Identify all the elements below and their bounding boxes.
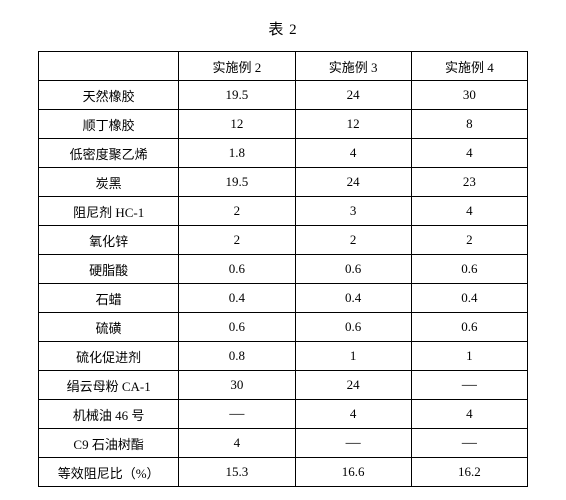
- row-label-cell: 阻尼剂 HC-1: [39, 197, 179, 226]
- table-row: 低密度聚乙烯1.844: [39, 139, 528, 168]
- data-cell: 0.6: [411, 313, 527, 342]
- data-cell: 2: [295, 226, 411, 255]
- data-cell: 2: [179, 197, 295, 226]
- data-cell: 0.6: [411, 255, 527, 284]
- table-row: 石蜡0.40.40.4: [39, 284, 528, 313]
- table-header-row: 实施例 2 实施例 3 实施例 4: [39, 52, 528, 81]
- row-label-cell: 顺丁橡胶: [39, 110, 179, 139]
- data-cell: 1: [411, 342, 527, 371]
- row-label-cell: 机械油 46 号: [39, 400, 179, 429]
- data-cell: 1: [295, 342, 411, 371]
- table-row: 天然橡胶19.52430: [39, 81, 528, 110]
- header-cell: 实施例 2: [179, 52, 295, 81]
- data-table: 实施例 2 实施例 3 实施例 4 天然橡胶19.52430顺丁橡胶12128低…: [38, 51, 528, 487]
- data-cell: 12: [295, 110, 411, 139]
- header-cell: 实施例 4: [411, 52, 527, 81]
- table-row: 机械油 46 号—44: [39, 400, 528, 429]
- table-row: 顺丁橡胶12128: [39, 110, 528, 139]
- row-label-cell: 硫化促进剂: [39, 342, 179, 371]
- data-cell: 16.6: [295, 458, 411, 487]
- table-body: 天然橡胶19.52430顺丁橡胶12128低密度聚乙烯1.844炭黑19.524…: [39, 81, 528, 487]
- data-cell: 0.6: [179, 313, 295, 342]
- header-cell: 实施例 3: [295, 52, 411, 81]
- data-cell: —: [411, 371, 527, 400]
- row-label-cell: 绢云母粉 CA-1: [39, 371, 179, 400]
- data-cell: —: [179, 400, 295, 429]
- data-cell: 3: [295, 197, 411, 226]
- data-cell: 4: [411, 197, 527, 226]
- data-cell: —: [295, 429, 411, 458]
- row-label-cell: C9 石油树酯: [39, 429, 179, 458]
- data-cell: 19.5: [179, 81, 295, 110]
- data-cell: 0.8: [179, 342, 295, 371]
- data-cell: 24: [295, 168, 411, 197]
- data-cell: 1.8: [179, 139, 295, 168]
- row-label-cell: 低密度聚乙烯: [39, 139, 179, 168]
- table-row: 绢云母粉 CA-13024—: [39, 371, 528, 400]
- row-label-cell: 等效阻尼比（%）: [39, 458, 179, 487]
- data-cell: 8: [411, 110, 527, 139]
- row-label-cell: 炭黑: [39, 168, 179, 197]
- row-label-cell: 天然橡胶: [39, 81, 179, 110]
- data-cell: 30: [411, 81, 527, 110]
- table-row: 等效阻尼比（%）15.316.616.2: [39, 458, 528, 487]
- row-label-cell: 硬脂酸: [39, 255, 179, 284]
- table-row: 硬脂酸0.60.60.6: [39, 255, 528, 284]
- data-cell: 4: [179, 429, 295, 458]
- data-cell: 4: [411, 400, 527, 429]
- header-cell: [39, 52, 179, 81]
- data-cell: —: [411, 429, 527, 458]
- table-caption: 表 2: [268, 18, 297, 39]
- row-label-cell: 石蜡: [39, 284, 179, 313]
- data-cell: 16.2: [411, 458, 527, 487]
- data-cell: 19.5: [179, 168, 295, 197]
- data-cell: 15.3: [179, 458, 295, 487]
- data-cell: 0.6: [179, 255, 295, 284]
- row-label-cell: 硫磺: [39, 313, 179, 342]
- data-cell: 4: [411, 139, 527, 168]
- data-cell: 0.6: [295, 313, 411, 342]
- data-cell: 0.6: [295, 255, 411, 284]
- data-cell: 23: [411, 168, 527, 197]
- table-row: 硫磺0.60.60.6: [39, 313, 528, 342]
- data-cell: 24: [295, 81, 411, 110]
- data-cell: 2: [179, 226, 295, 255]
- data-cell: 0.4: [179, 284, 295, 313]
- data-cell: 0.4: [411, 284, 527, 313]
- data-cell: 4: [295, 400, 411, 429]
- table-row: 氧化锌222: [39, 226, 528, 255]
- table-row: C9 石油树酯4——: [39, 429, 528, 458]
- row-label-cell: 氧化锌: [39, 226, 179, 255]
- data-cell: 24: [295, 371, 411, 400]
- data-cell: 4: [295, 139, 411, 168]
- table-row: 阻尼剂 HC-1234: [39, 197, 528, 226]
- table-row: 硫化促进剂0.811: [39, 342, 528, 371]
- data-cell: 2: [411, 226, 527, 255]
- data-cell: 12: [179, 110, 295, 139]
- data-cell: 30: [179, 371, 295, 400]
- data-cell: 0.4: [295, 284, 411, 313]
- table-row: 炭黑19.52423: [39, 168, 528, 197]
